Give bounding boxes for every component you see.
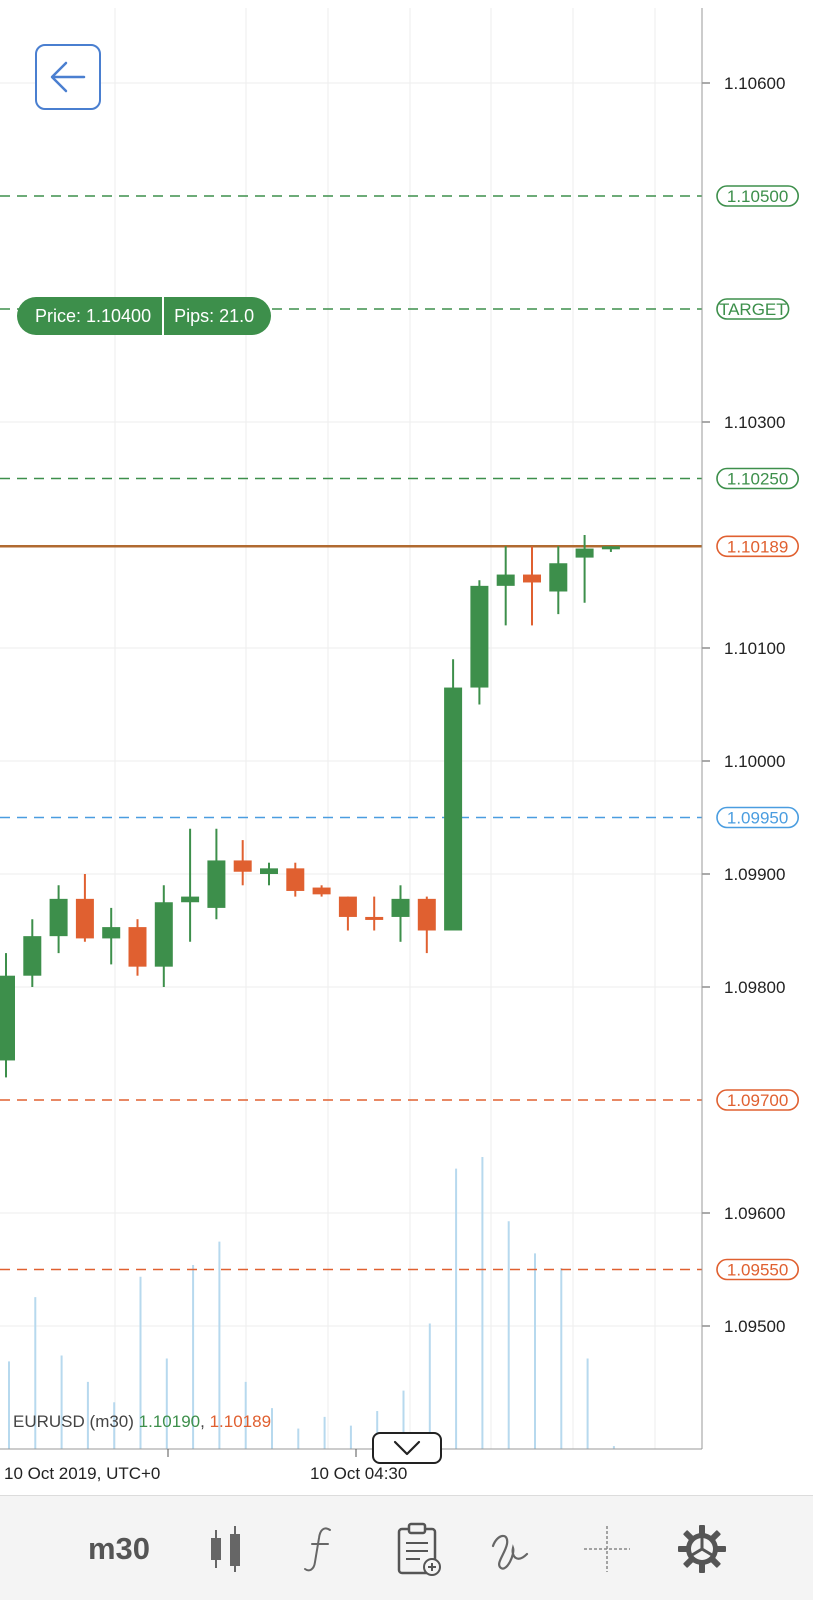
price-tick-label: 1.09500 bbox=[724, 1317, 785, 1336]
candles bbox=[0, 535, 620, 1078]
price-level-label: 1.10250 bbox=[727, 470, 788, 489]
gear-icon bbox=[678, 1524, 726, 1573]
function-icon bbox=[304, 1526, 331, 1571]
price-level-label: 1.09950 bbox=[727, 809, 788, 828]
candle-body bbox=[391, 898, 410, 917]
candle-body bbox=[233, 860, 252, 872]
bottom-toolbar: m30 bbox=[0, 1495, 813, 1600]
candle-body bbox=[470, 585, 489, 688]
timeframe-button[interactable]: m30 bbox=[87, 1530, 151, 1566]
draw-icon bbox=[491, 1534, 529, 1570]
ask-price: 1.10189 bbox=[209, 1412, 272, 1431]
clipboard-icon bbox=[397, 1522, 441, 1576]
target-price: Price: 1.10400 bbox=[17, 297, 165, 335]
price-level-badge bbox=[716, 535, 799, 558]
price-separator: , bbox=[200, 1412, 205, 1431]
price-axis: 1.10600 1.10300 1.10100 1.10000 1.09900 1.098… bbox=[0, 8, 785, 1457]
price-level-badge bbox=[716, 298, 790, 320]
candle-body bbox=[286, 868, 305, 891]
price-level-badge bbox=[716, 467, 799, 490]
price-level-badge bbox=[716, 1089, 799, 1111]
price-tick-label: 1.10000 bbox=[724, 752, 785, 771]
candle-body bbox=[601, 546, 620, 550]
candle-body bbox=[575, 548, 594, 558]
symbol-timeframe: (m30) bbox=[89, 1412, 134, 1431]
price-level-badge bbox=[716, 185, 799, 207]
candle-body bbox=[549, 563, 568, 592]
candle-body bbox=[365, 916, 384, 920]
target-pips: Pips: 21.0 bbox=[174, 305, 255, 326]
price-chart[interactable]: 1.10500 TARGET 1.10250 1.10189 1.09950 1.0970… bbox=[0, 0, 813, 1495]
symbol-name: EURUSD bbox=[13, 1412, 85, 1431]
price-tick-label: 1.10600 bbox=[724, 74, 785, 93]
candle-body bbox=[49, 898, 68, 937]
time-label-start: 10 Oct 2019, UTC+0 bbox=[4, 1464, 161, 1483]
collapse-button[interactable] bbox=[372, 1432, 442, 1464]
price-level-label: 1.09700 bbox=[727, 1091, 788, 1110]
candle-body bbox=[75, 898, 94, 939]
price-level-badge bbox=[716, 806, 799, 829]
candlestick-icon bbox=[211, 1525, 240, 1572]
price-levels: 1.10500 TARGET 1.10250 1.10189 1.09950 1.0970… bbox=[0, 185, 799, 1281]
candle-body bbox=[338, 896, 357, 917]
orders-button[interactable] bbox=[378, 1496, 458, 1601]
bid-price: 1.10190 bbox=[138, 1412, 201, 1431]
price-tick-label: 1.10300 bbox=[724, 413, 785, 432]
price-tick-label: 1.09600 bbox=[724, 1204, 785, 1223]
candle-body bbox=[523, 574, 541, 583]
crosshair-icon bbox=[584, 1525, 630, 1572]
price-level-label: 1.09550 bbox=[727, 1261, 788, 1280]
chart-type-button[interactable] bbox=[186, 1496, 266, 1601]
candle-body bbox=[417, 898, 436, 931]
chart-grid bbox=[0, 8, 702, 1449]
crosshair-button[interactable] bbox=[567, 1496, 647, 1601]
candle-body bbox=[444, 687, 463, 931]
target-order-pill[interactable]: Price: 1.10400 Pips: 21.0 bbox=[17, 297, 272, 335]
volume-bars bbox=[8, 1157, 615, 1449]
price-tick-label: 1.09800 bbox=[724, 978, 785, 997]
price-level-label: 1.10189 bbox=[727, 537, 788, 556]
candle-body bbox=[181, 896, 200, 903]
arrow-left-icon bbox=[50, 61, 86, 93]
candle-body bbox=[260, 868, 278, 874]
chevron-down-icon bbox=[393, 1440, 421, 1456]
candle-body bbox=[23, 936, 42, 976]
back-button[interactable] bbox=[35, 44, 101, 110]
price-level-badge bbox=[716, 1258, 799, 1281]
candle-body bbox=[102, 927, 121, 939]
price-tick-label: 1.09900 bbox=[724, 865, 785, 884]
candle-body bbox=[154, 902, 173, 967]
price-tick-label: 1.10100 bbox=[724, 639, 785, 658]
candle-body bbox=[312, 887, 331, 895]
candle-body bbox=[128, 927, 147, 967]
time-label-mid: 10 Oct 04:30 bbox=[310, 1464, 408, 1483]
candle-body bbox=[207, 860, 226, 908]
symbol-info: EURUSD (m30) 1.10190, 1.10189 bbox=[13, 1412, 271, 1432]
candle-body bbox=[0, 975, 15, 1061]
indicators-button[interactable] bbox=[280, 1496, 360, 1601]
price-level-label: TARGET bbox=[719, 300, 787, 319]
settings-button[interactable] bbox=[662, 1496, 742, 1601]
candle-body bbox=[496, 574, 515, 586]
drawing-tools-button[interactable] bbox=[470, 1496, 550, 1601]
price-level-label: 1.10500 bbox=[727, 187, 788, 206]
